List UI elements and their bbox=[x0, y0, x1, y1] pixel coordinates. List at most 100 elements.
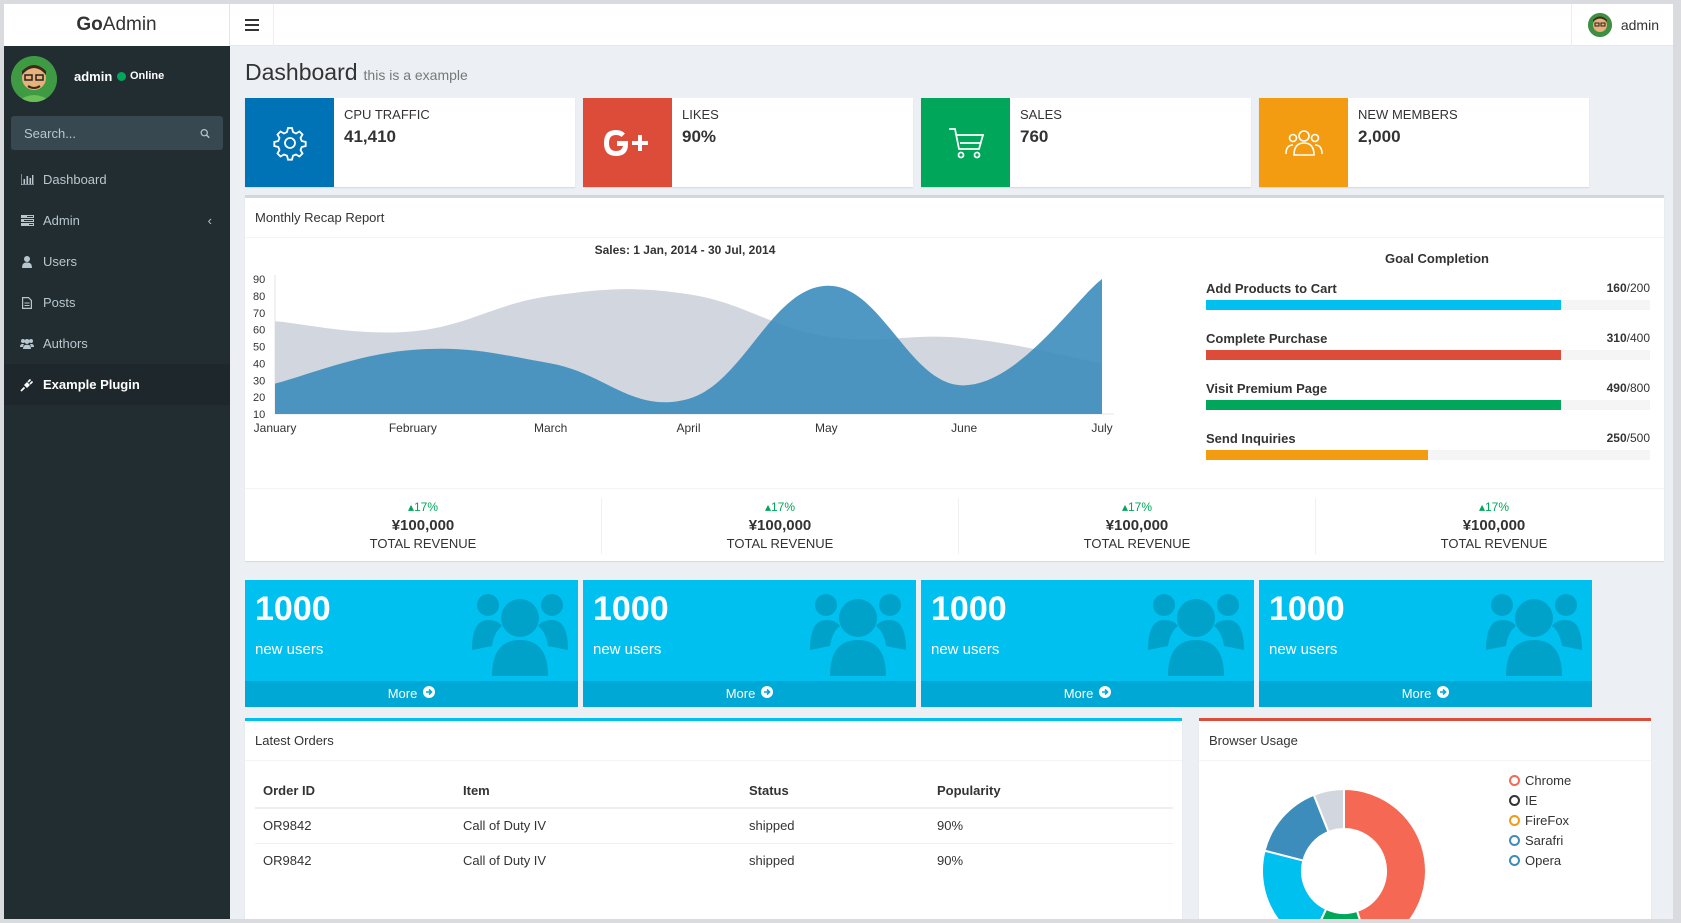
divider bbox=[601, 498, 602, 554]
stat-amount: ¥100,000 bbox=[1462, 517, 1526, 534]
status-text: Online bbox=[130, 70, 165, 82]
legend-item-chrome: Chrome bbox=[1509, 770, 1571, 790]
browser-usage-box: Browser Usage Chrome IE FireFox Sarafri … bbox=[1199, 718, 1651, 919]
column-header: Popularity bbox=[937, 782, 1001, 798]
percent-up: ▴17% bbox=[764, 500, 796, 514]
goal-current: 160 bbox=[1606, 281, 1627, 295]
percent-up: ▴17% bbox=[407, 500, 439, 514]
x-tick-label: January bbox=[254, 421, 297, 435]
order-id-link[interactable]: OR9842 bbox=[263, 818, 312, 834]
legend-label: Chrome bbox=[1525, 772, 1572, 788]
stat-label: TOTAL REVENUE bbox=[1440, 536, 1548, 551]
goal-value: 160/200 bbox=[1607, 281, 1650, 295]
small-box-number: 1000 bbox=[931, 590, 1007, 628]
y-tick-label: 20 bbox=[253, 392, 265, 404]
arrow-circle-right-icon bbox=[761, 681, 774, 707]
google-plus-icon bbox=[583, 98, 672, 187]
sidebar-item-dashboard[interactable]: Dashboard bbox=[4, 159, 230, 200]
more-label: More bbox=[387, 686, 418, 701]
revenue-stat: ▴17% ¥100,000 TOTAL REVENUE bbox=[959, 500, 1315, 560]
sidebar-item-users[interactable]: Users bbox=[4, 241, 230, 282]
small-box-number: 1000 bbox=[255, 590, 331, 628]
y-tick-label: 90 bbox=[253, 274, 265, 286]
progress-bar bbox=[1206, 400, 1562, 410]
donut-slice-green[interactable] bbox=[1309, 907, 1369, 919]
user-menu[interactable]: admin bbox=[1570, 4, 1673, 46]
sidebar-toggle-button[interactable] bbox=[230, 4, 274, 46]
app-logo[interactable]: Go Admin bbox=[4, 4, 230, 46]
small-box-new-users: 1000 new users More bbox=[583, 580, 916, 707]
sidebar-item-label: Authors bbox=[43, 336, 88, 351]
page-title: Dashboard this is a example bbox=[245, 59, 468, 86]
goal-value: 490/800 bbox=[1607, 381, 1650, 395]
y-tick-label: 60 bbox=[253, 325, 265, 337]
browser-donut-chart bbox=[1261, 787, 1427, 919]
donut-slice-blue[interactable] bbox=[1261, 849, 1328, 919]
revenue-stat: ▴17% ¥100,000 TOTAL REVENUE bbox=[245, 500, 601, 560]
y-tick-label: 80 bbox=[253, 291, 265, 303]
x-tick-label: February bbox=[389, 421, 437, 435]
more-info-link[interactable]: More bbox=[921, 681, 1254, 707]
sidebar-item-admin[interactable]: Admin ‹ bbox=[4, 200, 230, 241]
search-input[interactable] bbox=[24, 125, 200, 141]
table-row[interactable]: OR9842 Call of Duty IV shipped 90% bbox=[255, 843, 1173, 878]
goal-value: 310/400 bbox=[1607, 331, 1650, 345]
goal-current: 310 bbox=[1606, 331, 1627, 345]
top-navbar: admin bbox=[230, 4, 1673, 46]
table-row[interactable]: OR9842 Call of Duty IV shipped 90% bbox=[255, 808, 1173, 843]
column-header: Item bbox=[463, 782, 490, 798]
users-icon bbox=[1486, 594, 1582, 676]
stat-amount: ¥100,000 bbox=[391, 517, 455, 534]
small-box-number: 1000 bbox=[593, 590, 669, 628]
box-title: Latest Orders bbox=[255, 733, 334, 748]
progress-track bbox=[1206, 350, 1650, 360]
sidebar-item-label: Posts bbox=[43, 295, 76, 310]
more-info-link[interactable]: More bbox=[245, 681, 578, 707]
users-icon bbox=[1259, 98, 1348, 187]
sidebar-item-authors[interactable]: Authors bbox=[4, 323, 230, 364]
small-box-text: new users bbox=[593, 641, 662, 658]
sidebar-item-label: Users bbox=[43, 254, 77, 269]
donut-slice-chrome[interactable] bbox=[1343, 787, 1427, 919]
sidebar-item-posts[interactable]: Posts bbox=[4, 282, 230, 323]
order-item: Call of Duty IV bbox=[463, 818, 547, 834]
sidebar-item-example-plugin[interactable]: Example Plugin bbox=[4, 364, 230, 405]
sidebar-item-label: Example Plugin bbox=[43, 377, 140, 392]
divider bbox=[245, 237, 1664, 238]
box-title: Monthly Recap Report bbox=[255, 210, 385, 225]
progress-bar bbox=[1206, 350, 1562, 360]
goal-label: Send Inquiries bbox=[1206, 431, 1296, 446]
x-tick-label: May bbox=[815, 421, 838, 435]
more-info-link[interactable]: More bbox=[583, 681, 916, 707]
box-title: Browser Usage bbox=[1209, 733, 1298, 748]
x-tick-label: April bbox=[676, 421, 700, 435]
info-box-label: NEW MEMBERS bbox=[1358, 107, 1458, 122]
main-content: Dashboard this is a example CPU TRAFFIC 4… bbox=[230, 46, 1673, 919]
percent-up: ▴17% bbox=[1121, 500, 1153, 514]
divider bbox=[958, 498, 959, 554]
legend-item-ie: IE bbox=[1509, 790, 1571, 810]
user-icon bbox=[19, 255, 35, 268]
divider bbox=[245, 760, 1182, 761]
legend-item-firefox: FireFox bbox=[1509, 810, 1571, 830]
table-header-row: Order ID Item Status Popularity bbox=[255, 773, 1173, 808]
y-tick-label: 70 bbox=[253, 308, 265, 320]
info-box-cpu-traffic: CPU TRAFFIC 41,410 bbox=[245, 98, 575, 187]
order-id-link[interactable]: OR9842 bbox=[263, 853, 312, 869]
stat-label: TOTAL REVENUE bbox=[726, 536, 834, 551]
divider bbox=[1315, 498, 1316, 554]
circle-icon bbox=[1509, 774, 1520, 786]
donut-slice-gray[interactable] bbox=[1312, 787, 1345, 834]
stat-label: TOTAL REVENUE bbox=[369, 536, 477, 551]
circle-icon bbox=[1509, 854, 1520, 866]
circle-icon bbox=[1509, 834, 1520, 846]
logo-bold-text: Go bbox=[76, 14, 103, 35]
small-box-number: 1000 bbox=[1269, 590, 1345, 628]
legend-label: Opera bbox=[1525, 852, 1562, 868]
progress-track bbox=[1206, 450, 1650, 460]
goal-label: Visit Premium Page bbox=[1206, 381, 1328, 396]
search-icon[interactable] bbox=[200, 127, 210, 140]
monthly-recap-box: Monthly Recap Report Sales: 1 Jan, 2014 … bbox=[245, 195, 1664, 561]
sidebar-item-label: Admin bbox=[43, 213, 80, 228]
more-info-link[interactable]: More bbox=[1259, 681, 1592, 707]
